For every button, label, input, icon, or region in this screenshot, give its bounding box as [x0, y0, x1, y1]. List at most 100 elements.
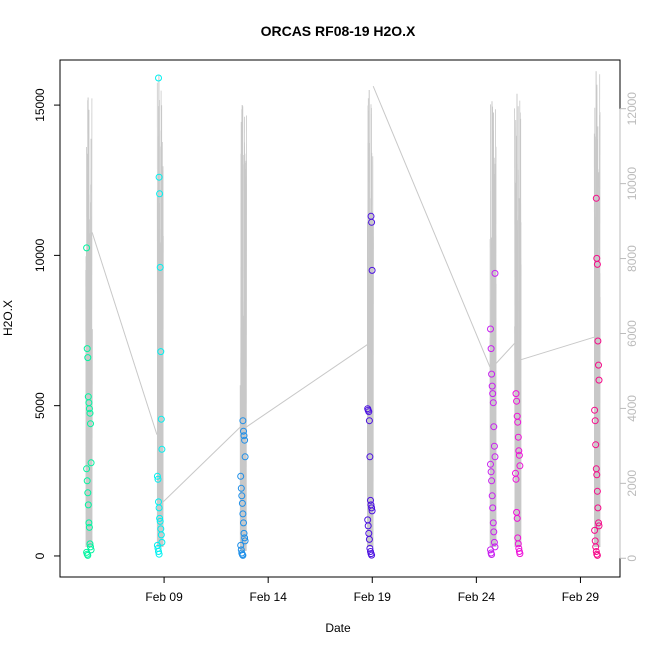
data-point	[156, 517, 164, 525]
data-point	[84, 501, 92, 509]
x-axis-tick-label: Feb 14	[250, 590, 288, 604]
right-axis-tick-label: 12000	[625, 92, 639, 126]
data-point	[489, 390, 497, 398]
data-point	[155, 504, 163, 512]
series-rf09	[153, 74, 166, 558]
data-point	[368, 218, 376, 226]
data-point	[364, 522, 372, 530]
series-rf11	[364, 212, 376, 559]
data-point	[155, 548, 162, 555]
left-axis-tick-label: 10000	[33, 238, 47, 272]
data-point	[87, 543, 94, 551]
right-axis-tick-label: 0	[625, 555, 639, 562]
data-point	[83, 465, 91, 473]
data-point	[238, 492, 246, 500]
data-point	[487, 468, 495, 476]
data-point	[367, 496, 374, 504]
data-point	[84, 551, 92, 559]
data-point	[240, 427, 247, 435]
data-point	[83, 477, 91, 485]
data-point	[153, 472, 161, 480]
data-point	[85, 523, 93, 531]
data-point	[157, 531, 165, 539]
data-point	[487, 325, 494, 333]
altitude-trace-stroke	[158, 314, 161, 548]
right-axis-tick-label: 6000	[625, 320, 639, 347]
data-point	[85, 405, 93, 413]
data-point	[365, 408, 373, 416]
data-point	[595, 361, 602, 369]
data-point	[489, 504, 497, 512]
altitude-trace-connector	[520, 336, 595, 361]
left-axis-tick-label: 0	[33, 552, 47, 559]
data-point	[591, 417, 599, 425]
data-point	[154, 475, 162, 483]
data-point	[155, 173, 163, 181]
series-rf13	[512, 390, 524, 558]
data-point	[513, 397, 521, 405]
altitude-trace-flight-1	[85, 97, 93, 548]
data-point	[368, 507, 376, 515]
x-axis-tick-label: Feb 29	[562, 590, 600, 604]
data-point	[84, 354, 92, 362]
altitude-trace-connector	[372, 86, 491, 368]
series-rf14	[591, 194, 603, 559]
altitude-trace-flight-5	[489, 101, 497, 548]
data-point	[238, 499, 246, 507]
data-point	[85, 519, 93, 527]
data-point	[490, 538, 498, 546]
data-point	[515, 544, 523, 552]
x-axis-label: Date	[325, 621, 351, 635]
data-point	[240, 432, 248, 440]
data-point	[594, 337, 602, 345]
data-point	[239, 510, 247, 518]
data-point	[156, 263, 164, 271]
data-point	[491, 453, 499, 461]
left-axis-tick-label: 5000	[33, 392, 47, 419]
altitude-trace-connector	[495, 342, 516, 364]
data-point	[156, 514, 164, 522]
data-point	[514, 433, 522, 441]
y-axis-label: H2O.X	[1, 300, 15, 336]
data-point	[237, 472, 245, 480]
data-point	[513, 514, 521, 522]
data-point	[240, 529, 248, 537]
data-point	[594, 504, 602, 512]
data-point	[84, 489, 92, 497]
data-point	[490, 423, 498, 431]
altitude-trace-flight-2	[156, 75, 164, 548]
data-point	[490, 442, 498, 450]
x-axis-tick-label: Feb 09	[145, 590, 183, 604]
altitude-trace-connector	[91, 232, 158, 435]
altitude-trace-connector	[245, 344, 368, 428]
altitude-trace	[85, 71, 601, 551]
altitude-trace-flight-4	[366, 90, 374, 548]
altitude-trace-flight-3	[239, 105, 248, 551]
data-point	[365, 417, 373, 425]
altitude-trace-flight-6	[514, 93, 522, 548]
data-point	[487, 345, 495, 353]
series-rf12	[487, 269, 499, 558]
data-point	[241, 537, 249, 545]
data-point	[512, 475, 520, 483]
data-point	[241, 436, 249, 444]
data-point	[595, 522, 603, 530]
data-point	[87, 420, 94, 428]
data-point	[512, 390, 520, 398]
right-y-axis: 0 2000 4000 6000 8000 10000 12000	[619, 92, 639, 562]
right-axis-tick-label: 4000	[625, 395, 639, 422]
series-rf08	[83, 244, 95, 559]
data-point	[87, 459, 95, 467]
left-y-axis: 0 5000 10000 15000	[33, 88, 61, 559]
data-point	[155, 74, 162, 82]
right-axis-tick-label: 2000	[625, 470, 639, 497]
data-point	[86, 409, 94, 417]
data-point	[591, 406, 599, 414]
data-point	[592, 543, 600, 551]
data-point	[488, 551, 496, 558]
data-point	[592, 548, 600, 555]
data-point	[490, 528, 498, 536]
data-point	[593, 471, 601, 479]
data-point	[83, 345, 91, 353]
